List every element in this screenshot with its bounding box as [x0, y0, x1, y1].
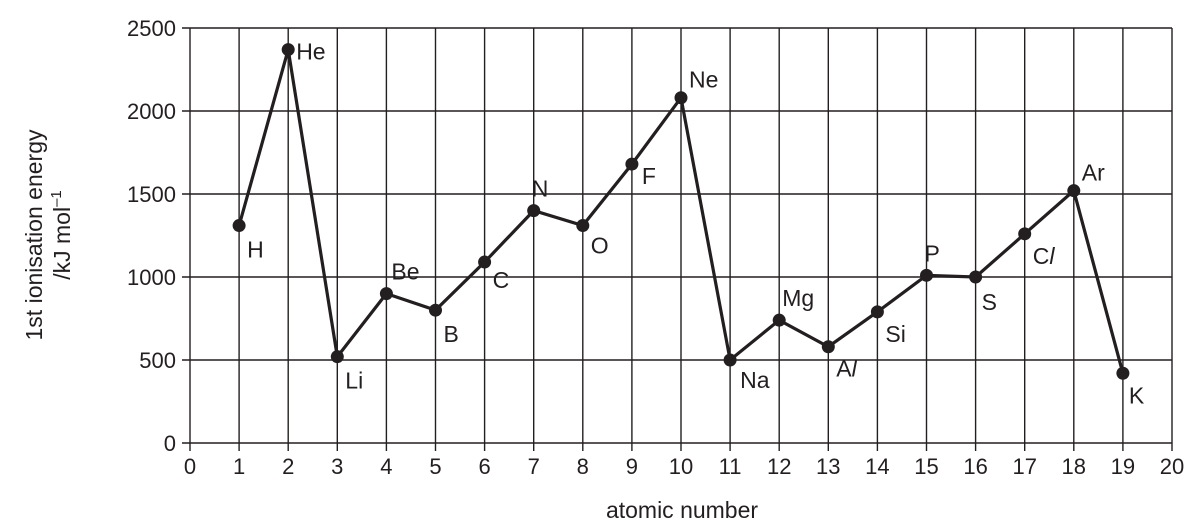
data-point-f [625, 157, 639, 171]
x-tick-label: 20 [1160, 454, 1184, 479]
data-point-s [969, 270, 983, 284]
x-tick-label: 7 [528, 454, 540, 479]
data-point-h [232, 219, 246, 233]
y-axis-title-line2: /kJ mol–1 [48, 190, 75, 280]
x-tick-label: 12 [767, 454, 791, 479]
x-tick-label: 5 [429, 454, 441, 479]
y-axis-unit-superscript: –1 [48, 190, 65, 207]
element-label-b: B [444, 321, 459, 347]
tick-labels-group: 0 1 2 3 4 5 6 7 8 9 10 11 12 13 14 15 16 17 18 19 2005001000… [127, 16, 1184, 479]
element-label-ne: Ne [689, 67, 718, 93]
x-tick-label: 6 [478, 454, 490, 479]
data-point-mg [772, 313, 786, 327]
chart-grid [182, 27, 1173, 451]
element-label-f: F [642, 163, 656, 189]
data-point-c [478, 255, 492, 269]
element-label-h: H [247, 237, 264, 263]
x-tick-label: 9 [626, 454, 638, 479]
data-point-p [920, 268, 933, 282]
y-axis-title-line1: 1st ionisation energy [21, 129, 47, 340]
x-tick-label: 13 [816, 454, 840, 479]
element-label-cl: Cl [1033, 243, 1056, 269]
element-labels-group: H He Li Be B C N O F Ne Na Mg Al Si P S Cl Ar K [247, 39, 1145, 409]
element-label-he: He [296, 39, 325, 65]
data-point-b [429, 303, 442, 317]
x-tick-label: 0 [184, 454, 196, 479]
x-tick-label: 11 [719, 454, 742, 479]
element-label-s: S [982, 289, 997, 315]
element-label-ar: Ar [1082, 160, 1105, 186]
y-axis-title: 1st ionisation energy /kJ mol–1 [21, 129, 75, 340]
data-point-cl [1018, 227, 1032, 241]
x-tick-label: 10 [669, 454, 693, 479]
data-point-n [527, 204, 541, 218]
data-point-be [379, 287, 393, 301]
element-label-al: Al [836, 356, 857, 382]
y-tick-label: 1000 [127, 265, 176, 290]
data-point-na [723, 353, 737, 367]
x-tick-label: 19 [1111, 454, 1135, 479]
element-label-k: K [1129, 382, 1145, 408]
y-tick-label: 1500 [127, 182, 176, 207]
x-tick-label: 18 [1062, 454, 1086, 479]
data-point-ar [1067, 184, 1081, 198]
x-tick-label: 8 [577, 454, 589, 479]
element-label-be: Be [391, 259, 419, 285]
data-point-al [821, 340, 835, 354]
data-point-ne [674, 91, 688, 105]
y-tick-label: 500 [139, 348, 176, 373]
y-axis-unit: /kJ mol [49, 207, 75, 280]
element-label-p: P [925, 240, 940, 266]
data-point-o [576, 219, 590, 233]
x-axis-title: atomic number [606, 497, 758, 523]
x-tick-label: 16 [963, 454, 987, 479]
element-label-na: Na [740, 367, 770, 393]
data-points-group [232, 43, 1130, 380]
x-tick-label: 4 [380, 454, 392, 479]
element-label-li: Li [345, 368, 363, 394]
y-tick-label: 0 [164, 431, 176, 456]
x-tick-label: 3 [331, 454, 343, 479]
element-label-c: C [493, 267, 510, 293]
element-label-o: O [591, 233, 609, 259]
y-tick-label: 2500 [127, 16, 176, 41]
data-point-he [281, 43, 295, 57]
element-label-n: N [532, 176, 549, 202]
data-point-si [870, 305, 884, 319]
x-tick-label: 17 [1012, 454, 1036, 479]
y-tick-label: 2000 [127, 99, 176, 124]
data-point-k [1116, 366, 1130, 380]
x-tick-label: 14 [865, 454, 889, 479]
x-tick-label: 2 [282, 454, 294, 479]
data-point-li [330, 350, 344, 364]
element-label-si: Si [885, 321, 905, 347]
element-label-mg: Mg [782, 285, 814, 311]
x-tick-label: 1 [233, 454, 245, 479]
x-tick-label: 15 [914, 454, 938, 479]
